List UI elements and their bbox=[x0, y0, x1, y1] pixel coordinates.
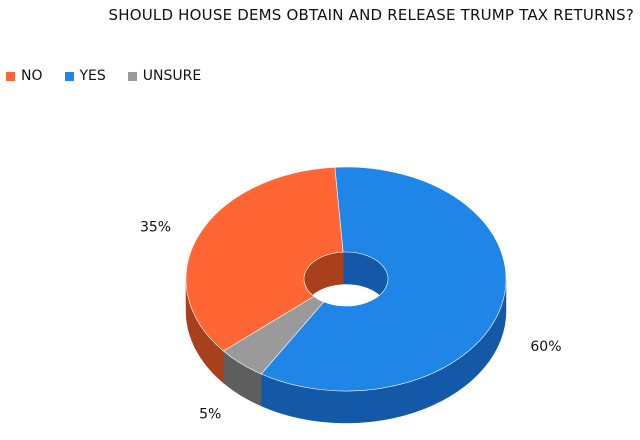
legend-label-yes: YES bbox=[79, 68, 106, 84]
legend: NO YES UNSURE bbox=[6, 68, 201, 84]
legend-item-yes[interactable]: YES bbox=[64, 68, 106, 84]
slice-no[interactable] bbox=[185, 166, 344, 352]
legend-item-unsure[interactable]: UNSURE bbox=[127, 68, 202, 84]
slice-yes[interactable] bbox=[260, 166, 507, 392]
donut-slices bbox=[185, 166, 507, 392]
data-label-no: 35% bbox=[140, 219, 171, 235]
data-label-yes: 60% bbox=[530, 339, 561, 355]
legend-item-no[interactable]: NO bbox=[6, 68, 43, 84]
legend-swatch-no bbox=[6, 71, 15, 81]
chart-title: SHOULD HOUSE DEMS OBTAIN AND RELEASE TRU… bbox=[108, 6, 634, 24]
data-labels: 60% 5% 35% bbox=[140, 219, 562, 422]
legend-label-no: NO bbox=[21, 68, 43, 84]
legend-label-unsure: UNSURE bbox=[142, 68, 202, 84]
legend-swatch-yes bbox=[64, 71, 74, 81]
legend-swatch-unsure bbox=[127, 71, 137, 81]
data-label-unsure: 5% bbox=[199, 407, 221, 423]
